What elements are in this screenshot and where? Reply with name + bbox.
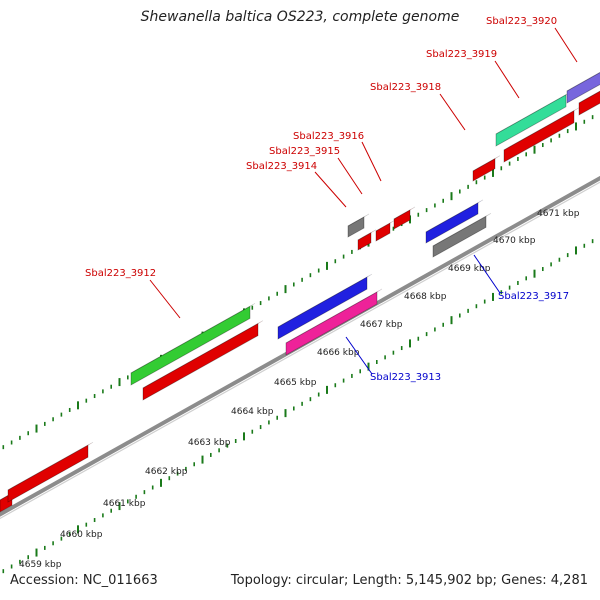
gene-label: Sbal223_3912 (85, 268, 156, 279)
gene-feature (347, 216, 365, 238)
gene-label-leader (439, 93, 466, 131)
accession-text: Accession: NC_011663 (10, 573, 158, 588)
gene-feature-top (393, 206, 416, 220)
kbp-label: 4667 kbp (360, 320, 403, 330)
backbone-shadow (0, 181, 600, 520)
gene-feature-top (277, 273, 373, 328)
gene-feature-top (7, 441, 94, 491)
gene-label: Sbal223_3916 (293, 131, 364, 142)
kbp-label: 4670 kbp (493, 236, 536, 246)
gene-feature-top (472, 155, 501, 172)
gene-label: Sbal223_3915 (269, 146, 340, 157)
gene-label: Sbal223_3919 (426, 49, 497, 60)
gene-feature-top (578, 90, 600, 104)
gene-label: Sbal223_3918 (370, 82, 441, 93)
gene-label-leader (337, 157, 363, 195)
genome-title: Shewanella baltica OS223, complete genom… (140, 9, 460, 25)
gene-feature (503, 110, 575, 163)
gene-label-leader (473, 254, 501, 294)
kbp-label: 4660 kbp (60, 530, 103, 540)
gene-label-leader (345, 336, 373, 375)
gene-feature (357, 232, 372, 251)
gene-feature (277, 276, 368, 340)
gene-feature-top (142, 320, 264, 389)
gene-feature-top (130, 303, 256, 374)
kbp-label: 4661 kbp (103, 499, 146, 509)
gene-label: Sbal223_3920 (486, 16, 557, 27)
gene-feature-top (566, 71, 600, 92)
kbp-label: 4669 kbp (448, 264, 491, 274)
gene-feature-top (425, 199, 484, 233)
gene-label-leader (149, 279, 181, 319)
kbp-label: 4671 kbp (537, 209, 580, 219)
gene-feature-top (357, 229, 377, 241)
gene-label-leader (554, 27, 578, 63)
kbp-label: 4659 kbp (19, 560, 62, 570)
gene-label-leader (361, 141, 382, 182)
genome-summary: Topology: circular; Length: 5,145,902 bp… (230, 573, 588, 588)
gene-feature-top (347, 213, 370, 227)
gene-label: Sbal223_3917 (498, 291, 569, 302)
kbp-label: 4664 kbp (231, 407, 274, 417)
gene-feature (393, 209, 411, 230)
kbp-label: 4662 kbp (145, 467, 188, 477)
gene-feature (142, 322, 259, 401)
gene-feature-top (432, 213, 492, 247)
kbp-label: 4665 kbp (274, 378, 317, 388)
gene-label-leader (314, 171, 347, 208)
kbp-label: 4668 kbp (404, 292, 447, 302)
kbp-label: 4666 kbp (317, 348, 360, 358)
gene-feature (130, 305, 251, 386)
gene-label: Sbal223_3914 (246, 161, 317, 172)
gene-feature (495, 94, 567, 147)
gene-label-leader (494, 60, 520, 99)
gene-label: Sbal223_3913 (370, 372, 441, 383)
gene-feature (375, 222, 391, 242)
kbp-label: 4663 kbp (188, 438, 231, 448)
gene-feature-top (285, 288, 383, 344)
